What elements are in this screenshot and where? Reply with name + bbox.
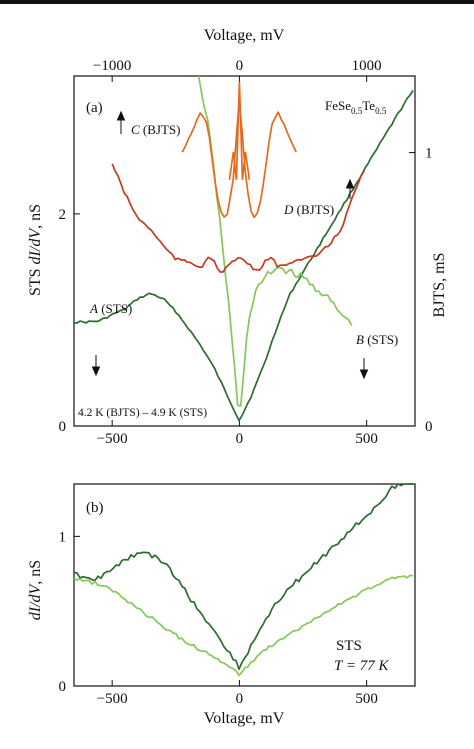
series-label-c-suffix: (BJTS) <box>140 122 181 137</box>
panel-a-left-axis-label-part-1: STS <box>27 264 44 296</box>
panel-b-y-axis-label-part-1: dI/dV <box>27 582 44 620</box>
panel-a-series <box>73 75 414 422</box>
series-label-d: D (BJTS) <box>283 202 334 217</box>
panel-b-label: (b) <box>86 500 104 516</box>
panel-a-right-axis-label: BJTS, mS <box>431 253 448 318</box>
panel-b-left-ticks: 01 <box>59 529 80 695</box>
panel-b-x-axis-tick-label: 0 <box>236 691 244 707</box>
panel-b-legend-line-1: STS <box>336 638 362 654</box>
arrow-a-down <box>91 355 101 377</box>
panel-b-x-axis-tick-label: 500 <box>355 691 378 707</box>
panel-a-left-axis-label-part-3: , nS <box>27 204 44 229</box>
panel-a-right-axis-tick-label: 0 <box>425 419 433 435</box>
series-label-a-letter: A <box>89 301 98 316</box>
panel-a-right-axis-tick-label: 1 <box>425 146 433 162</box>
panel-a-bottom-axis-tick-label: 0 <box>236 431 244 447</box>
series-label-b: B (STS) <box>356 332 398 347</box>
series-label-b-letter: B <box>356 332 364 347</box>
panel-a-frame <box>73 75 416 427</box>
panel-a-series-4-line <box>111 163 365 273</box>
panel-a-top-axis-tick-label: −1000 <box>93 58 131 74</box>
panel-a-left-axis-label: STS dI/dV, nS <box>27 204 44 296</box>
series-label-b-suffix: (STS) <box>364 332 398 347</box>
panel-b-series-2-line <box>73 574 414 677</box>
series-label-a-suffix: (STS) <box>98 301 132 316</box>
arrow-b-down <box>359 358 369 380</box>
panel-a-right-ticks: 01 <box>409 146 433 435</box>
panel-a-label: (a) <box>86 100 103 116</box>
panel-b-legend-line-2: T = 77 K <box>334 658 389 674</box>
series-label-a: A (STS) <box>89 301 132 316</box>
panel-a-top-axis-tick-label: 0 <box>236 58 244 74</box>
series-label-d-letter: D <box>283 202 294 217</box>
arrow-d-up <box>345 178 355 199</box>
panel-b-y-axis-label-part-2: , nS <box>27 560 44 585</box>
panel-a: Voltage, mV −1000 0 1000 −500 0 500 02 01 ST… <box>27 27 448 447</box>
panel-a-left-axis-tick-label: 0 <box>59 419 67 435</box>
panel-a-top-ticks: −1000 0 1000 <box>93 58 382 82</box>
material-label: FeSe0.5Te0.5 <box>325 98 387 116</box>
panel-a-left-ticks: 02 <box>59 207 80 435</box>
panel-b-x-axis-label: Voltage, mV <box>204 710 285 727</box>
panel-b-y-axis-label: dI/dV, nS <box>27 560 44 620</box>
panel-a-series-3-line <box>181 99 297 219</box>
panel-a-top-axis-label: Voltage, mV <box>204 27 285 44</box>
panel-b-series-1-line <box>73 483 413 671</box>
top-rule <box>0 0 474 4</box>
panel-b-series <box>73 483 414 677</box>
temperature-annotation: 4.2 K (BJTS) – 4.9 K (STS) <box>78 407 207 419</box>
panel-a-left-axis-tick-label: 2 <box>59 207 67 223</box>
panel-a-bottom-ticks: −500 0 500 <box>97 420 378 447</box>
panel-a-series-2-line <box>197 75 353 407</box>
series-label-d-suffix: (BJTS) <box>293 202 334 217</box>
panel-a-top-axis-tick-label: 1000 <box>352 58 382 74</box>
panel-a-series-c-spikes <box>228 81 251 181</box>
panel-b-y-axis-tick-label: 1 <box>59 529 67 545</box>
panel-a-bottom-axis-tick-label: −500 <box>97 431 128 447</box>
panel-a-series-1-line <box>73 90 414 422</box>
arrow-c-up <box>116 110 126 134</box>
series-arrows <box>91 110 369 380</box>
series-label-c-letter: C <box>131 122 140 137</box>
panel-b-bottom-ticks: −500 0 500 <box>97 680 378 707</box>
panel-b-x-axis-tick-label: −500 <box>97 691 128 707</box>
panel-a-left-axis-label-part-2: dI/dV <box>27 227 44 265</box>
panel-b-frame <box>73 483 416 687</box>
panel-b-y-axis-tick-label: 0 <box>59 679 67 695</box>
panel-b: −500 0 500 01 Voltage, mV dI/dV, nS (b) ST… <box>27 483 416 727</box>
panel-a-bottom-axis-tick-label: 500 <box>355 431 378 447</box>
series-label-c: C (BJTS) <box>131 122 180 137</box>
